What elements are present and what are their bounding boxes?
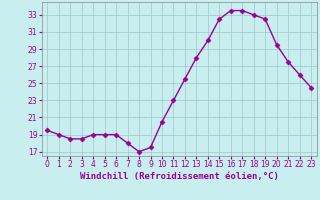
X-axis label: Windchill (Refroidissement éolien,°C): Windchill (Refroidissement éolien,°C) (80, 172, 279, 181)
